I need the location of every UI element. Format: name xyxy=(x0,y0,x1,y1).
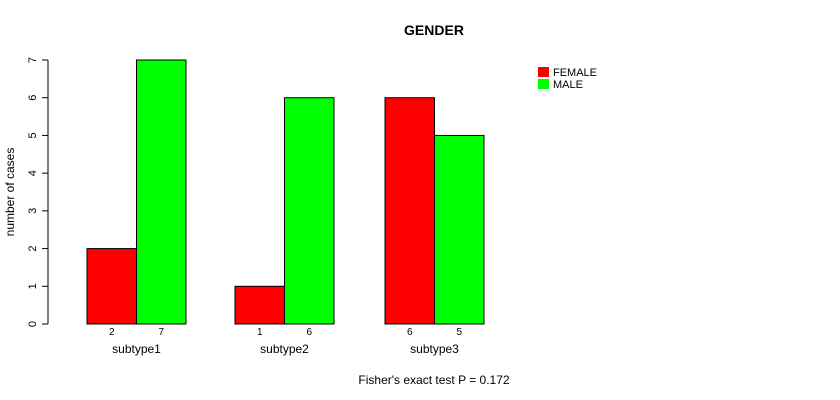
bar-subtype3-female xyxy=(384,97,435,325)
bar-count-label: 1 xyxy=(257,327,263,338)
legend-label: MALE xyxy=(553,79,583,91)
bar-count-label: 6 xyxy=(306,327,312,338)
y-axis: 0 1 2 3 4 5 6 7 xyxy=(27,57,49,327)
y-tick-label: 4 xyxy=(27,170,39,176)
y-tick-label: 0 xyxy=(27,321,39,327)
y-tick-label: 2 xyxy=(27,246,39,252)
footnote: Fisher's exact test P = 0.172 xyxy=(358,373,509,387)
x-category-label: subtype3 xyxy=(410,342,459,356)
bar-count-label: 7 xyxy=(158,327,164,338)
bar-subtype1-female xyxy=(86,248,137,325)
y-axis-label: number of cases xyxy=(3,148,17,237)
y-tick-label: 7 xyxy=(27,57,39,63)
y-tick-label: 5 xyxy=(27,132,39,138)
bar-count-label: 5 xyxy=(456,327,462,338)
y-tick-label: 6 xyxy=(27,95,39,101)
y-tick-label: 1 xyxy=(27,283,39,289)
bar-subtype2-male xyxy=(284,97,335,325)
bar-subtype2-female xyxy=(234,285,285,325)
x-category-label: subtype1 xyxy=(112,342,161,356)
y-tick-label: 3 xyxy=(27,208,39,214)
bar-subtype1-male xyxy=(136,59,187,325)
bars: 2 7 subtype1 1 6 subtype2 6 5 subtype3 xyxy=(86,59,485,356)
bar-count-label: 6 xyxy=(407,327,413,338)
legend-label: FEMALE xyxy=(553,67,597,79)
x-category-label: subtype2 xyxy=(260,342,309,356)
legend-swatch xyxy=(538,79,549,89)
bar-subtype3-male xyxy=(434,134,485,325)
chart-title: GENDER xyxy=(404,22,464,38)
legend-swatch xyxy=(538,67,549,77)
bar-count-label: 2 xyxy=(109,327,115,338)
